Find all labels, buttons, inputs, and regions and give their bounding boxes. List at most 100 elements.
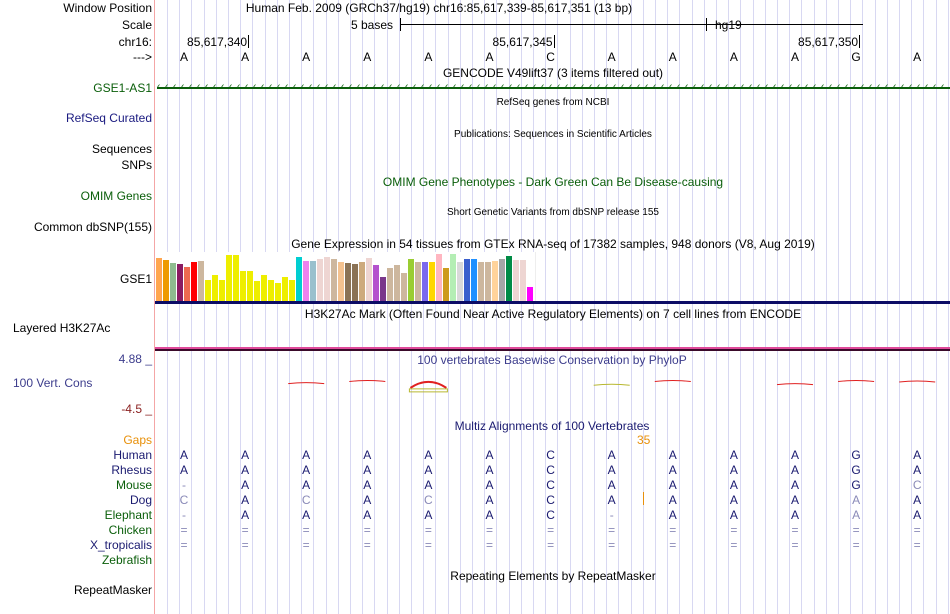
gtex-tissue-bar[interactable] xyxy=(408,259,414,301)
strand-arrow-icon: ‹ xyxy=(677,82,680,92)
gtex-tissue-bar[interactable] xyxy=(191,262,197,301)
gtex-tissue-bar[interactable] xyxy=(499,259,505,301)
gtex-tissue-bar[interactable] xyxy=(478,262,484,301)
gtex-tissue-bar[interactable] xyxy=(415,262,421,301)
gtex-tissue-bar[interactable] xyxy=(485,262,491,301)
gtex-tissue-bar[interactable] xyxy=(261,275,267,301)
alignment-base: A xyxy=(785,463,805,478)
gtex-tissue-bar[interactable] xyxy=(184,267,190,301)
strand-arrow-icon: ‹ xyxy=(765,82,768,92)
gtex-tissue-bar[interactable] xyxy=(268,280,274,301)
gtex-tissue-bar[interactable] xyxy=(373,265,379,301)
species-label[interactable]: Mouse xyxy=(0,478,152,492)
gtex-tissue-bar[interactable] xyxy=(471,259,477,301)
gtex-tissue-bar[interactable] xyxy=(443,268,449,301)
gtex-tissue-bar[interactable] xyxy=(380,277,386,301)
strand-arrow-icon: ‹ xyxy=(725,82,728,92)
species-label[interactable]: X_tropicalis xyxy=(0,538,152,552)
alignment-base: C xyxy=(418,493,438,508)
alignment-base: A xyxy=(357,463,377,478)
gtex-tissue-bar[interactable] xyxy=(513,260,519,301)
strand-arrow-icon: ‹ xyxy=(637,82,640,92)
strand-arrow-icon: ‹ xyxy=(805,82,808,92)
alignment-base: A xyxy=(480,508,500,523)
gtex-tissue-bar[interactable] xyxy=(387,268,393,301)
alignment-base: A xyxy=(418,508,438,523)
gtex-tissue-bar[interactable] xyxy=(527,287,533,301)
publications-track-label[interactable]: Sequences xyxy=(0,142,152,156)
gtex-tissue-bar[interactable] xyxy=(422,262,428,301)
gtex-tissue-bar[interactable] xyxy=(352,264,358,301)
gtex-tissue-bar[interactable] xyxy=(296,257,302,301)
gencode-track-label[interactable]: GSE1-AS1 xyxy=(0,81,152,95)
strand-arrow-icon: ‹ xyxy=(901,82,904,92)
gtex-tissue-bar[interactable] xyxy=(156,258,162,301)
strand-arrow-icon: ‹ xyxy=(397,82,400,92)
alignment-base: A xyxy=(235,463,255,478)
gtex-tissue-bar[interactable] xyxy=(275,283,281,301)
gtex-tissue-bar[interactable] xyxy=(520,260,526,301)
gtex-tissue-bar[interactable] xyxy=(331,259,337,301)
gtex-tissue-bar[interactable] xyxy=(233,255,239,301)
gtex-tissue-bar[interactable] xyxy=(310,261,316,301)
strand-label[interactable]: ---> xyxy=(0,50,152,64)
gtex-tissue-bar[interactable] xyxy=(324,257,330,301)
gtex-tissue-bar[interactable] xyxy=(506,256,512,301)
h3k27ac-track-label[interactable]: Layered H3K27Ac xyxy=(13,321,110,335)
gtex-tissue-bar[interactable] xyxy=(436,254,442,301)
species-label[interactable]: Dog xyxy=(0,493,152,507)
base-letter: A xyxy=(663,50,683,64)
gtex-tissue-bar[interactable] xyxy=(219,280,225,301)
gtex-tissue-bar[interactable] xyxy=(464,259,470,301)
species-label[interactable]: Zebrafish xyxy=(0,553,152,567)
refseq-track-label[interactable]: RefSeq Curated xyxy=(0,111,152,125)
gtex-tissue-bar[interactable] xyxy=(492,261,498,301)
alignment-base: C xyxy=(541,463,561,478)
gtex-tissue-bar[interactable] xyxy=(366,258,372,301)
species-label[interactable]: Rhesus xyxy=(0,463,152,477)
gtex-tissue-bar[interactable] xyxy=(457,262,463,301)
gtex-tissue-bar[interactable] xyxy=(317,259,323,301)
gtex-track-label[interactable]: GSE1 xyxy=(0,272,152,286)
gtex-tissue-bar[interactable] xyxy=(359,262,365,301)
gtex-tissue-bar[interactable] xyxy=(198,261,204,301)
gtex-tissue-bar[interactable] xyxy=(429,262,435,301)
gtex-tissue-bar[interactable] xyxy=(163,260,169,301)
gtex-tissue-bar[interactable] xyxy=(170,263,176,301)
phylop-score-mark xyxy=(899,381,935,382)
species-label[interactable]: Elephant xyxy=(0,508,152,522)
gtex-tissue-bar[interactable] xyxy=(212,275,218,301)
strand-arrow-icon: ‹ xyxy=(469,82,472,92)
gtex-tissue-bar[interactable] xyxy=(226,255,232,301)
snps-label[interactable]: SNPs xyxy=(0,158,152,172)
gtex-tissue-bar[interactable] xyxy=(247,271,253,301)
gtex-tissue-bar[interactable] xyxy=(450,254,456,301)
strand-arrow-icon: ‹ xyxy=(909,82,912,92)
phylop-track-label[interactable]: 100 Vert. Cons xyxy=(13,376,92,390)
gtex-tissue-bar[interactable] xyxy=(254,281,260,301)
gtex-tissue-bar[interactable] xyxy=(401,273,407,301)
gtex-tissue-bar[interactable] xyxy=(394,265,400,301)
omim-track-label[interactable]: OMIM Genes xyxy=(0,189,152,203)
species-label[interactable]: Chicken xyxy=(0,523,152,537)
h3k27ac-baseline xyxy=(155,349,950,351)
phylop-plot[interactable] xyxy=(155,360,950,420)
dbsnp-track-label[interactable]: Common dbSNP(155) xyxy=(0,220,152,234)
track-data-area[interactable]: Human Feb. 2009 (GRCh37/hg19) chr16:85,6… xyxy=(155,0,950,614)
gtex-tissue-bar[interactable] xyxy=(205,280,211,301)
gtex-tissue-bar[interactable] xyxy=(303,261,309,301)
gtex-tissue-bar[interactable] xyxy=(240,271,246,301)
strand-arrow-icon: ‹ xyxy=(373,82,376,92)
repeatmasker-track-label[interactable]: RepeatMasker xyxy=(0,583,152,597)
gtex-tissue-bar[interactable] xyxy=(345,263,351,301)
strand-arrow-icon: ‹ xyxy=(205,82,208,92)
strand-arrow-icon: ‹ xyxy=(293,82,296,92)
alignment-base: A xyxy=(418,463,438,478)
gtex-tissue-bar[interactable] xyxy=(338,262,344,301)
gtex-bar-chart[interactable] xyxy=(155,252,536,301)
gtex-tissue-bar[interactable] xyxy=(177,264,183,301)
strand-arrow-icon: ‹ xyxy=(405,82,408,92)
gtex-tissue-bar[interactable] xyxy=(282,277,288,301)
gtex-tissue-bar[interactable] xyxy=(289,280,295,301)
species-label[interactable]: Human xyxy=(0,448,152,462)
